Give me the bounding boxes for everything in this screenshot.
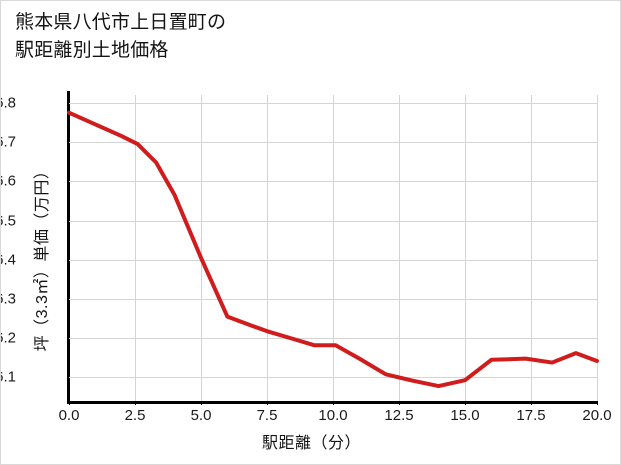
y-axis-title: 坪（3.3㎡）単価（万円） (34, 162, 51, 352)
gridline-v-10.0 (333, 95, 334, 401)
gridline-v-2.5 (135, 95, 136, 401)
x-tick-label: 2.5 (124, 407, 146, 424)
x-tick-mark (267, 401, 268, 405)
y-tick-label: 6.2 (1, 329, 16, 347)
gridline-v-12.5 (399, 95, 400, 401)
gridline-v-17.5 (531, 95, 532, 401)
y-tick-label: 6.7 (1, 133, 16, 151)
x-tick-mark (531, 401, 532, 405)
x-tick-label: 15.0 (450, 407, 480, 424)
x-tick-mark (201, 401, 202, 405)
plot-area (67, 91, 599, 404)
x-axis-title: 駅距離（分） (261, 435, 361, 452)
page-title: 熊本県八代市上日置町の 駅距離別土地価格 (15, 12, 227, 61)
y-tick-label: 6.3 (1, 290, 16, 308)
y-tick-label: 6.4 (1, 251, 16, 269)
x-tick-mark (399, 401, 400, 405)
x-tick-mark (333, 401, 334, 405)
x-tick-label: 0.0 (58, 407, 80, 424)
x-tick-mark (597, 401, 598, 405)
x-tick-mark (465, 401, 466, 405)
gridline-v-7.5 (267, 95, 268, 401)
y-tick-label: 6.6 (1, 172, 16, 190)
x-tick-mark (69, 401, 70, 405)
gridline-v-20.0 (597, 95, 598, 401)
y-axis-title-wrapper: 坪（3.3㎡）単価（万円） (23, 95, 51, 401)
y-tick-label: 6.5 (1, 212, 16, 230)
y-axis-spine (67, 91, 70, 403)
x-tick-mark (135, 401, 136, 405)
x-tick-label: 7.5 (256, 407, 278, 424)
x-tick-label: 5.0 (190, 407, 212, 424)
x-tick-label: 10.0 (318, 407, 348, 424)
gridline-v-5.0 (201, 95, 202, 401)
gridline-v-15.0 (465, 95, 466, 401)
series-line-坪単価 (67, 110, 599, 389)
y-tick-label: 6.1 (1, 368, 16, 386)
line-series-svg (67, 110, 599, 389)
x-tick-label: 20.0 (582, 407, 612, 424)
x-tick-label: 12.5 (384, 407, 414, 424)
y-tick-label: 6.8 (1, 94, 16, 112)
x-tick-label: 17.5 (516, 407, 546, 424)
x-axis-spine (67, 401, 598, 404)
